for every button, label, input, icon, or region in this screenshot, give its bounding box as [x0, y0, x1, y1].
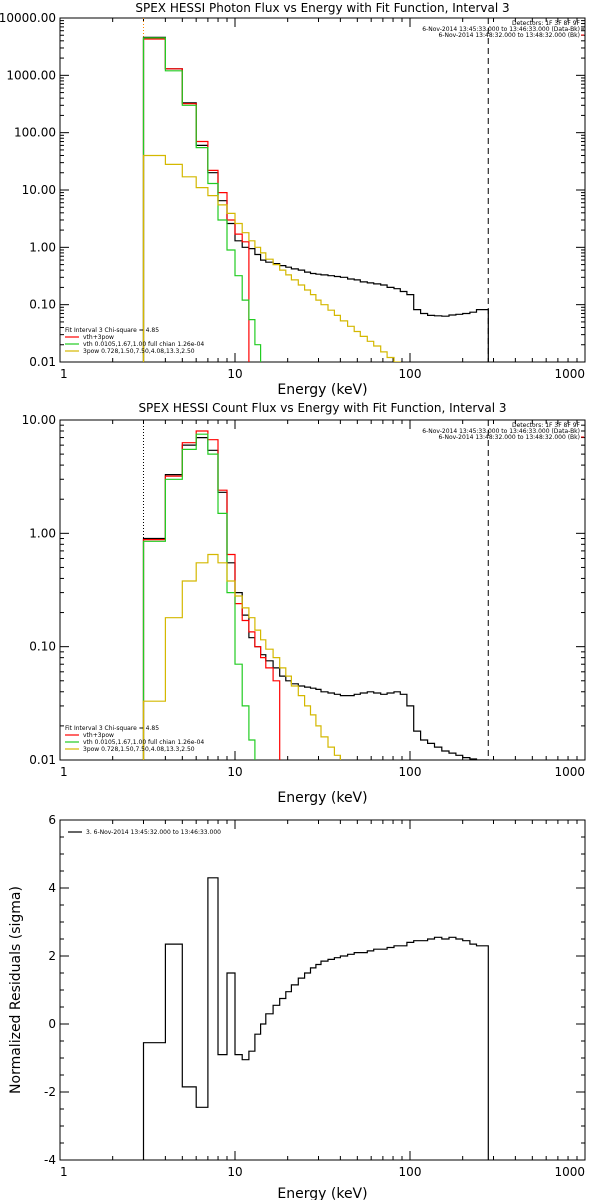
series-green	[142, 433, 256, 760]
y-tick-label: 0.01	[29, 753, 56, 767]
series-green	[142, 37, 262, 362]
y-tick-label: 0.10	[29, 298, 56, 312]
x-tick-label: 10	[227, 765, 242, 779]
legend-entry: 3pow 0.728,1.50,7.50,4.08,13.3,2.50	[83, 746, 195, 753]
x-tick-label: 1	[60, 1165, 68, 1179]
info-line: 6-Nov-2014 13:45:33.000 to 13:46:33.000 …	[422, 428, 580, 435]
y-tick-label: 10.00	[22, 413, 56, 427]
info-line: Detectors: 1F 3F 8F 9F	[512, 20, 581, 27]
plot-frame	[59, 17, 586, 363]
series-black	[142, 437, 489, 760]
legend-header: Fit Interval 3 Chi-square = 4.85	[65, 327, 159, 334]
y-tick-label: 100.00	[14, 126, 56, 140]
series-group	[142, 430, 489, 760]
y-tick-label: 4	[48, 881, 56, 895]
y-tick-label: 0.10	[29, 640, 56, 654]
y-tick-label: 6	[48, 813, 56, 827]
legend-entry: vth 0.0105,1.67,1.00 full chian 1.26e-04	[83, 739, 204, 746]
legend-entry: vth+3pow	[83, 334, 114, 341]
series-red	[142, 430, 281, 760]
series-group	[142, 877, 489, 1160]
y-axis-label: Normalized Residuals (sigma)	[8, 886, 24, 1094]
series-group	[142, 36, 489, 362]
y-tick-label: 10000.00	[0, 11, 56, 25]
x-tick-label: 1000	[554, 1165, 585, 1179]
y-tick-label: -4	[44, 1153, 56, 1167]
info-line: 6-Nov-2014 13:48:32.000 to 13:48:32.000 …	[438, 434, 580, 441]
series-red	[142, 38, 250, 362]
y-tick-label: 0.01	[29, 355, 56, 369]
x-tick-label: 10	[227, 1165, 242, 1179]
plot-frame	[59, 419, 586, 761]
plot-frame	[59, 819, 586, 1161]
legend-entry: vth 0.0105,1.67,1.00 full chian 1.26e-04	[83, 341, 204, 348]
chart-title: SPEX HESSI Count Flux vs Energy with Fit…	[138, 401, 506, 415]
chart-panel-1: SPEX HESSI Photon Flux vs Energy with Fi…	[0, 1, 586, 398]
series-black	[142, 877, 489, 1160]
x-axis-label: Energy (keV)	[277, 1186, 367, 1200]
y-tick-label: 1.00	[29, 526, 56, 540]
x-tick-label: 1	[60, 367, 68, 381]
series-yellow	[142, 154, 401, 362]
y-tick-label: 1000.00	[6, 68, 56, 82]
legend-entry: vth+3pow	[83, 732, 114, 739]
series-black	[142, 36, 489, 362]
x-tick-label: 100	[399, 765, 422, 779]
info-line: 6-Nov-2014 13:48:32.000 to 13:48:32.000 …	[438, 32, 580, 39]
legend-entry: 3pow 0.728,1.50,7.50,4.08,13.3,2.50	[83, 348, 195, 355]
y-tick-label: 2	[48, 949, 56, 963]
x-tick-label: 1	[60, 765, 68, 779]
series-yellow	[142, 553, 341, 760]
y-tick-label: 0	[48, 1017, 56, 1031]
y-tick-label: 10.00	[22, 183, 56, 197]
x-tick-label: 1000	[554, 765, 585, 779]
chart-panel-2: SPEX HESSI Count Flux vs Energy with Fit…	[22, 401, 586, 806]
info-line: Detectors: 1F 3F 8F 9F	[512, 422, 581, 429]
chart-panel-3: 1 10 100 1000 6 4 2 0 -2 -4 Energy (keV) Normalized…	[8, 813, 586, 1200]
x-tick-label: 1000	[554, 367, 585, 381]
x-tick-label: 10	[227, 367, 242, 381]
x-axis-label: Energy (keV)	[277, 790, 367, 806]
x-axis-label: Energy (keV)	[277, 382, 367, 398]
chart-title: SPEX HESSI Photon Flux vs Energy with Fi…	[135, 1, 509, 15]
y-tick-label: -2	[44, 1085, 56, 1099]
x-tick-label: 100	[399, 367, 422, 381]
info-line: 6-Nov-2014 13:45:33.000 to 13:46:33.000 …	[422, 26, 580, 33]
y-tick-label: 1.00	[29, 240, 56, 254]
legend-header: Fit Interval 3 Chi-square = 4.85	[65, 725, 159, 732]
legend-entry: 3. 6-Nov-2014 13:45:32.000 to 13:46:33.0…	[86, 829, 221, 836]
x-tick-label: 100	[399, 1165, 422, 1179]
